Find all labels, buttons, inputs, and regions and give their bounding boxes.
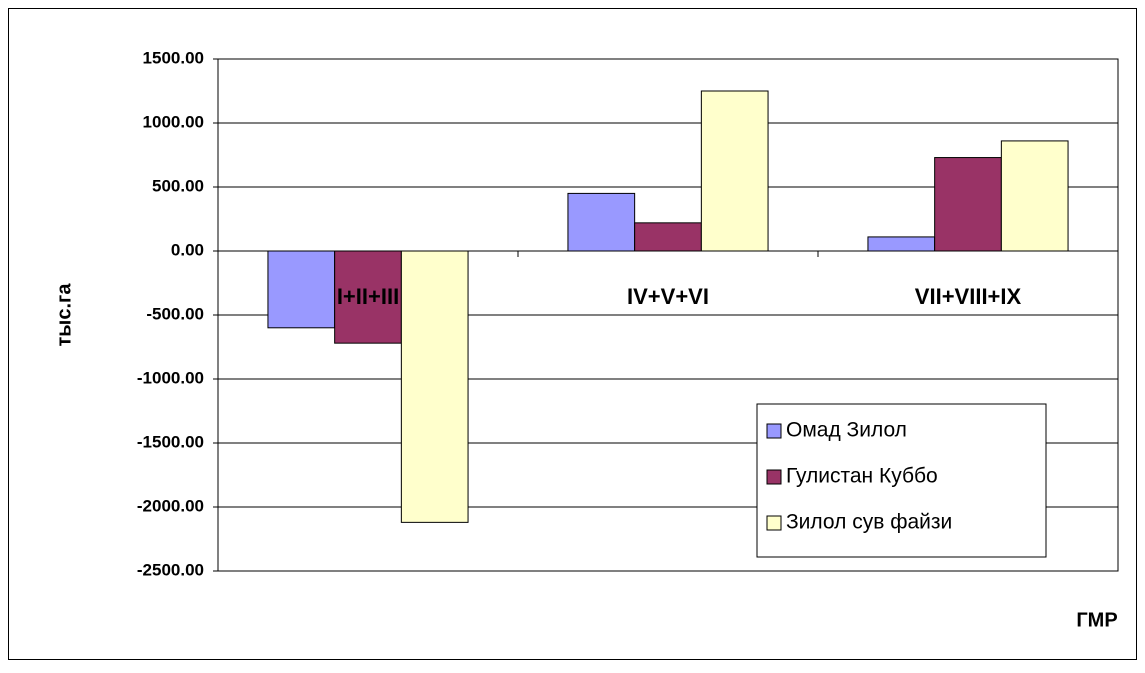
bar: [867, 236, 936, 252]
x-tick-label: I+II+III: [337, 284, 399, 309]
y-tick-label: -2500.00: [137, 560, 204, 579]
legend-label: Гулистан Куббо: [786, 465, 938, 488]
y-tick-label: 1000.00: [143, 112, 204, 131]
x-tick-label: IV+V+VI: [627, 284, 709, 309]
bar: [400, 250, 469, 523]
legend-label: Омад Зилол: [786, 419, 907, 442]
y-tick-label: -2000.00: [137, 496, 204, 515]
legend-label: Зилол сув файзи: [786, 511, 952, 534]
bar: [700, 90, 769, 252]
bar: [567, 192, 636, 252]
y-tick-label: -500.00: [146, 304, 204, 323]
y-tick-label: 0.00: [171, 240, 204, 259]
y-tick-label: -1000.00: [137, 368, 204, 387]
bar: [634, 222, 702, 252]
y-tick-label: -1500.00: [137, 432, 204, 451]
legend-swatch: [766, 469, 782, 485]
y-axis-title: тыс.га: [53, 283, 75, 347]
legend-swatch: [766, 423, 782, 439]
bar: [1000, 140, 1069, 252]
bar: [934, 157, 1002, 252]
x-tick-label: VII+VIII+IX: [915, 284, 1022, 309]
y-tick-label: 500.00: [152, 176, 204, 195]
legend-swatch: [766, 515, 782, 531]
x-axis-title: ГМР: [1076, 609, 1117, 631]
y-tick-label: 1500.00: [143, 48, 204, 67]
bar: [267, 250, 336, 329]
legend-box: [756, 403, 1047, 558]
